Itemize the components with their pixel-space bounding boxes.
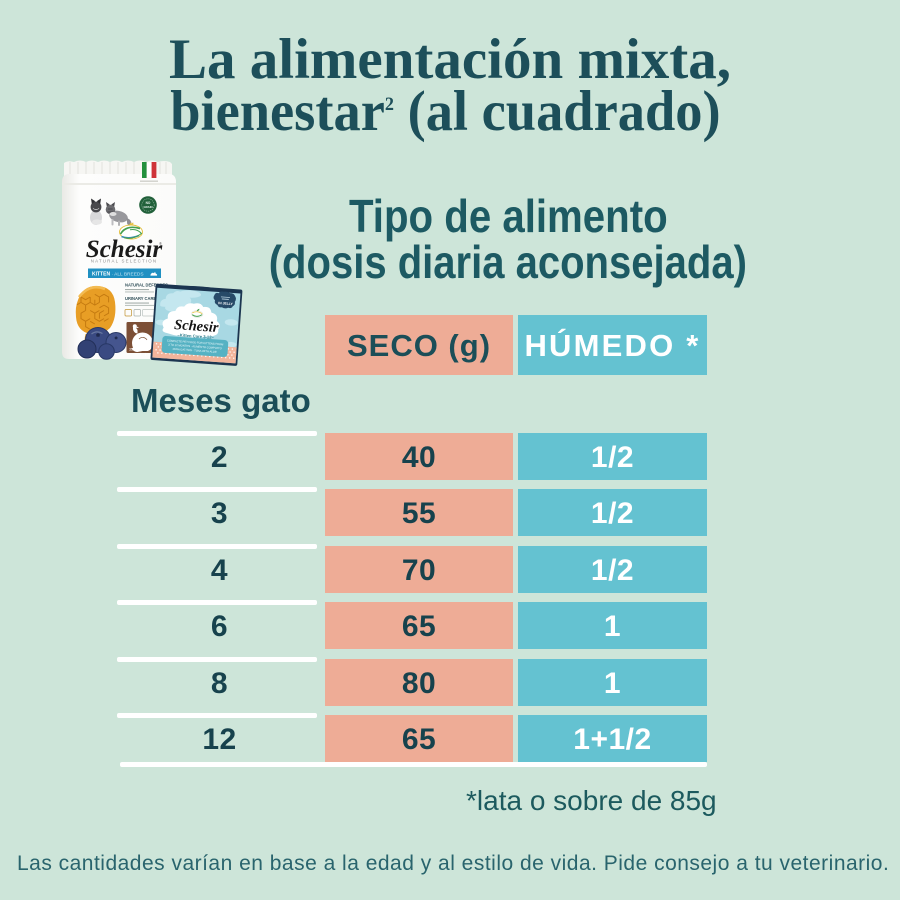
svg-text:PARA GATITOS · TUNA WITH ALOE: PARA GATITOS · TUNA WITH ALOE (172, 347, 217, 354)
svg-text:Schesir: Schesir (86, 236, 163, 263)
svg-text:NATURAL SELECTION: NATURAL SELECTION (91, 259, 158, 264)
svg-text:URINARY CARE: URINARY CARE (125, 296, 156, 301)
svg-text:3 TO 12 MONTHS · ALIMENTO COMP: 3 TO 12 MONTHS · ALIMENTO COMPLETO (168, 343, 222, 351)
svg-text:NO: NO (146, 201, 151, 205)
svg-text:KITTEN: KITTEN (92, 271, 110, 277)
svg-text:–Kitten Care 3-12–: –Kitten Care 3-12– (177, 332, 214, 340)
svg-text:GRAIN: GRAIN (143, 205, 152, 209)
svg-text:IN JELLY: IN JELLY (218, 301, 234, 306)
svg-text:350 g: 350 g (129, 348, 138, 352)
svg-text:Schesir: Schesir (174, 317, 220, 336)
svg-text:®: ® (159, 241, 162, 246)
svg-text:COMPLETE PET FOOD FOR KITTENS: COMPLETE PET FOOD FOR KITTENS FROM (167, 338, 224, 346)
svg-text:NATURAL DEFENCES: NATURAL DEFENCES (125, 283, 168, 288)
svg-text:· ALL BREEDS: · ALL BREEDS (112, 271, 144, 277)
